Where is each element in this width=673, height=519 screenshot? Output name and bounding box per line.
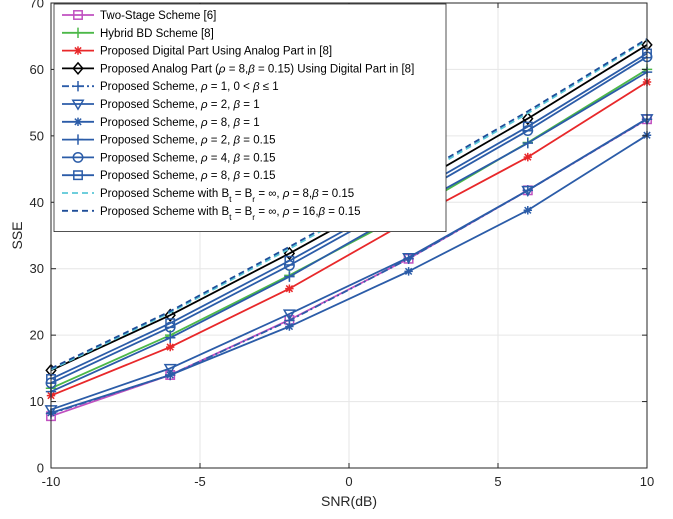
data-point xyxy=(166,370,175,380)
series-line xyxy=(50,117,648,411)
legend-item: Hybrid BD Scheme [8] xyxy=(62,27,214,40)
data-point xyxy=(165,332,176,343)
data-point xyxy=(166,342,175,352)
legend-label: Hybrid BD Scheme [8] xyxy=(100,28,214,40)
series-line xyxy=(50,81,648,397)
legend-label: Two-Stage Scheme [6] xyxy=(100,10,216,22)
y-tick-label: 40 xyxy=(30,195,44,210)
y-tick-label: 70 xyxy=(30,0,44,11)
data-point xyxy=(164,308,176,322)
legend-item: Proposed Scheme, ρ = 8, β = 0.15 xyxy=(62,170,276,182)
legend-label: Proposed Scheme, ρ = 2, β = 1 xyxy=(100,99,260,111)
data-point xyxy=(522,111,534,126)
y-tick-label: 10 xyxy=(30,394,44,409)
data-point xyxy=(284,271,295,282)
legend-marker xyxy=(73,10,83,20)
legend-item: Proposed Scheme, ρ = 2, β = 1 xyxy=(62,99,260,111)
legend-label: Proposed Scheme, ρ = 8, β = 0.15 xyxy=(100,170,276,182)
data-point xyxy=(165,318,176,329)
legend-item: Proposed Scheme, ρ = 8, β = 1 xyxy=(62,117,260,129)
data-point xyxy=(522,137,533,149)
legend-item: Proposed Analog Part (ρ = 8,β = 0.15) Us… xyxy=(62,61,414,76)
series-line xyxy=(50,71,648,393)
y-tick-label: 20 xyxy=(30,328,44,343)
x-tick-label: 0 xyxy=(345,474,352,489)
data-point xyxy=(285,322,294,331)
series-line xyxy=(50,134,648,414)
y-axis-label: SSE xyxy=(9,221,25,249)
data-point xyxy=(523,206,532,215)
legend-item: Proposed Scheme with Bt = Br = ∞, ρ = 16… xyxy=(62,206,361,222)
y-tick-label: 0 xyxy=(37,461,44,476)
legend-marker xyxy=(72,27,84,38)
tick-labels: -10 -5 0 5 10 0 10 20 30 40 50 60 70 xyxy=(30,0,655,489)
series-line xyxy=(50,56,648,384)
legend-item: Two-Stage Scheme [6] xyxy=(62,10,216,22)
y-tick-label: 50 xyxy=(30,128,44,143)
legend-label: Proposed Analog Part (ρ = 8,β = 0.15) Us… xyxy=(100,63,414,75)
x-tick-label: 10 xyxy=(640,474,654,489)
legend-marker xyxy=(73,170,83,181)
legend-item: Proposed Scheme, ρ = 2, β = 0.15 xyxy=(62,134,276,147)
y-tick-label: 60 xyxy=(30,62,44,77)
legend-item: Proposed Scheme, ρ = 1, 0 < β ≤ 1 xyxy=(62,81,279,93)
x-tick-label: 5 xyxy=(494,474,501,489)
legend-marker xyxy=(72,134,84,145)
legend-label: Proposed Scheme with Bt = Br = ∞, ρ = 8,… xyxy=(100,188,354,204)
data-point xyxy=(402,252,416,265)
legend-marker xyxy=(73,46,83,55)
legend-item: Proposed Digital Part Using Analog Part … xyxy=(62,46,332,58)
legend-marker xyxy=(72,81,84,92)
x-tick-label: -10 xyxy=(42,474,61,489)
x-tick-label: -5 xyxy=(194,474,206,489)
legend-label: Proposed Scheme, ρ = 4, β = 0.15 xyxy=(100,152,276,164)
data-point xyxy=(522,121,533,132)
legend-item: Proposed Scheme, ρ = 4, β = 0.15 xyxy=(62,151,276,164)
y-tick-label: 30 xyxy=(30,261,44,276)
legend-label: Proposed Scheme, ρ = 2, β = 0.15 xyxy=(100,135,276,147)
legend-marker xyxy=(73,117,83,126)
data-point xyxy=(163,363,177,376)
data-point xyxy=(523,152,532,162)
legend-label: Proposed Scheme with Bt = Br = ∞, ρ = 16… xyxy=(100,206,361,222)
axes xyxy=(50,2,648,469)
data-point xyxy=(285,284,294,293)
legend-marker xyxy=(72,61,84,76)
legend-box xyxy=(53,3,447,233)
data-point xyxy=(283,246,296,261)
data-point xyxy=(282,309,296,321)
x-axis-label: SNR(dB) xyxy=(321,493,377,509)
data-point xyxy=(521,185,535,198)
legend-label: Proposed Digital Part Using Analog Part … xyxy=(100,46,332,58)
legend-marker xyxy=(71,99,85,111)
legend-item: Proposed Scheme with Bt = Br = ∞, ρ = 8,… xyxy=(62,188,354,204)
legend-marker xyxy=(72,151,84,163)
legend: Two-Stage Scheme [6] Hybrid BD Scheme [8]… xyxy=(53,3,447,233)
data-point xyxy=(284,255,295,266)
legend-label: Proposed Scheme, ρ = 1, 0 < β ≤ 1 xyxy=(100,81,279,93)
data-point xyxy=(404,267,413,276)
legend-label: Proposed Scheme, ρ = 8, β = 1 xyxy=(100,117,260,129)
